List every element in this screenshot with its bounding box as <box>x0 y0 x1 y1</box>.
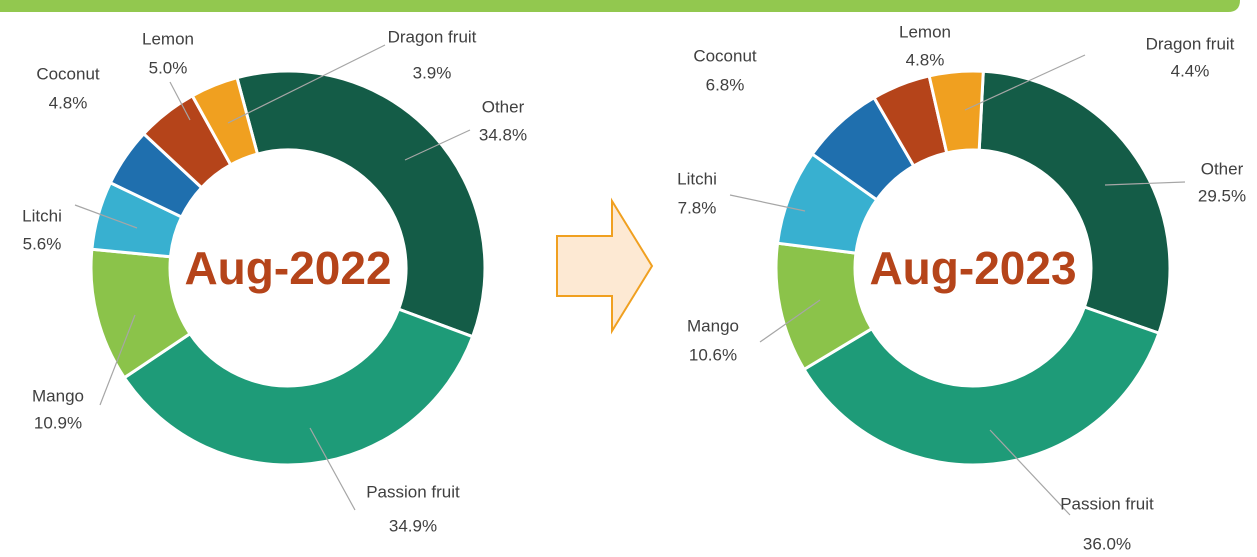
leader-line <box>989 429 1071 516</box>
donut-slice <box>190 75 260 167</box>
leader-line <box>964 54 1086 111</box>
slice-label: Mango <box>687 316 739 335</box>
leader-line <box>74 204 138 229</box>
leader-line <box>759 299 821 343</box>
slice-label: Other <box>482 97 525 116</box>
slice-value-label: 10.9% <box>34 413 82 432</box>
header-band <box>0 0 1240 12</box>
slice-value-label: 3.9% <box>413 63 452 82</box>
center-label: Aug-2022 <box>184 242 391 294</box>
slice-label: Coconut <box>693 46 757 65</box>
slice-label: Lemon <box>899 22 951 41</box>
slice-value-label: 5.6% <box>23 234 62 253</box>
slice-value-label: 5.0% <box>149 58 188 77</box>
slice-label: Dragon fruit <box>388 27 477 46</box>
slice-value-label: 36.0% <box>1083 534 1131 553</box>
slice-value-label: 29.5% <box>1198 186 1246 205</box>
leader-line <box>729 194 806 212</box>
slice-value-label: 6.8% <box>706 75 745 94</box>
donut-slice <box>977 69 1172 336</box>
center-label: Aug-2023 <box>869 242 1076 294</box>
slice-label: Litchi <box>22 206 62 225</box>
slice-value-label: 34.8% <box>479 125 527 144</box>
slice-label: Passion fruit <box>366 482 460 501</box>
slice-label: Other <box>1201 159 1244 178</box>
slice-label: Passion fruit <box>1060 494 1154 513</box>
slice-value-label: 4.4% <box>1171 61 1210 80</box>
arrow <box>556 197 654 335</box>
slice-value-label: 4.8% <box>906 50 945 69</box>
slice-value-label: 34.9% <box>389 516 437 535</box>
donut-slice <box>122 307 475 467</box>
leader-line <box>169 81 191 121</box>
leader-line <box>1104 181 1186 186</box>
slice-label: Dragon fruit <box>1146 34 1235 53</box>
slice-label: Mango <box>32 386 84 405</box>
slice-label: Coconut <box>36 64 100 83</box>
slice-value-label: 4.8% <box>49 93 88 112</box>
slice-value-label: 7.8% <box>678 198 717 217</box>
donut-slice <box>235 69 487 339</box>
donut-slice <box>802 305 1161 467</box>
leader-line <box>404 129 471 161</box>
leader-line <box>227 44 386 124</box>
leader-line <box>309 427 356 511</box>
leader-line <box>99 314 136 406</box>
slice-label: Litchi <box>677 169 717 188</box>
slice-value-label: 10.6% <box>689 345 737 364</box>
donut-slice <box>927 69 985 155</box>
slice-label: Lemon <box>142 29 194 48</box>
